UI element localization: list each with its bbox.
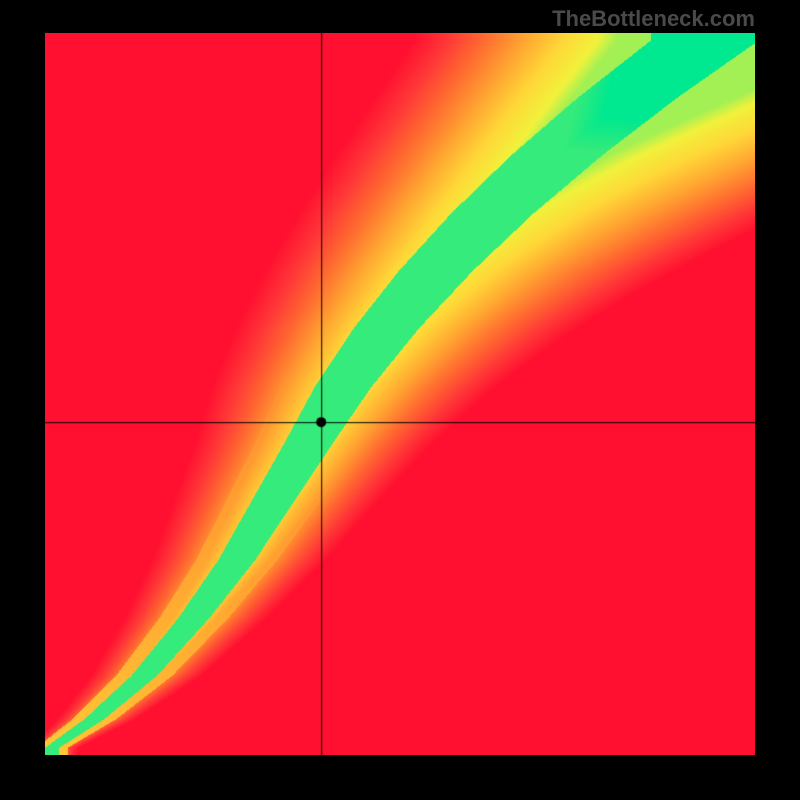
attribution-text: TheBottleneck.com bbox=[552, 6, 755, 32]
bottleneck-heatmap bbox=[45, 33, 755, 755]
